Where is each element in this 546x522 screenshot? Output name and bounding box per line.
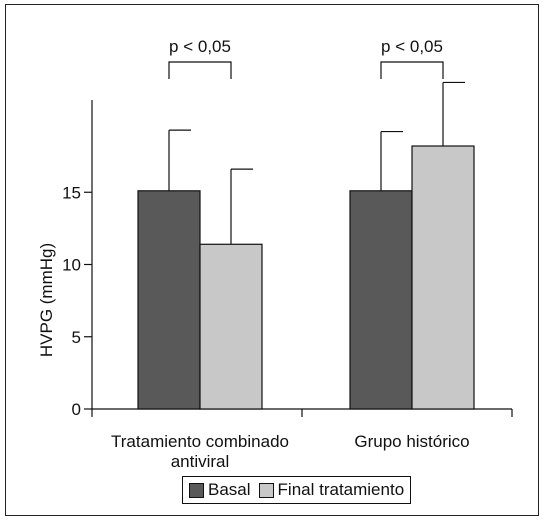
significance-bracket-0 — [168, 61, 232, 79]
bar-final-1 — [411, 145, 475, 410]
bar-basal-1 — [349, 190, 413, 410]
axis-labels: HVPG (mmHg) Tratamiento combinado antivira… — [37, 243, 470, 471]
bars — [137, 145, 475, 410]
y-tick-label-5: 5 — [72, 328, 81, 347]
chart-frame — [5, 4, 539, 516]
y-tick-label-15: 15 — [62, 183, 81, 202]
legend-label-basal: Basal — [208, 480, 251, 499]
legend-label-final: Final tratamiento — [277, 480, 405, 499]
legend-swatch-final — [258, 482, 274, 498]
legend: Basal Final tratamiento — [182, 476, 412, 504]
legend-item-basal: Basal — [189, 480, 251, 500]
category-label-1: Grupo histórico — [354, 432, 469, 451]
category-label-line-0-0: Tratamiento combinado — [111, 432, 289, 451]
error-bars — [168, 81, 465, 245]
significance-label-1: p < 0,05 — [381, 37, 443, 56]
y-axis-label: HVPG (mmHg) — [37, 243, 56, 357]
significance-label-0: p < 0,05 — [169, 37, 231, 56]
legend-item-final: Final tratamiento — [258, 480, 405, 500]
y-tick-label-0: 0 — [72, 400, 81, 419]
bar-final-0 — [199, 243, 263, 410]
category-label-line-0-1: antiviral — [171, 452, 230, 471]
bar-basal-0 — [137, 190, 201, 410]
significance-brackets: p < 0,05 p < 0,05 — [168, 37, 444, 79]
significance-bracket-1 — [380, 61, 444, 79]
category-label-line-1-0: Grupo histórico — [354, 432, 469, 451]
category-label-0: Tratamiento combinado antiviral — [111, 432, 289, 471]
legend-swatch-basal — [189, 482, 204, 498]
y-tick-label-10: 10 — [62, 256, 81, 275]
